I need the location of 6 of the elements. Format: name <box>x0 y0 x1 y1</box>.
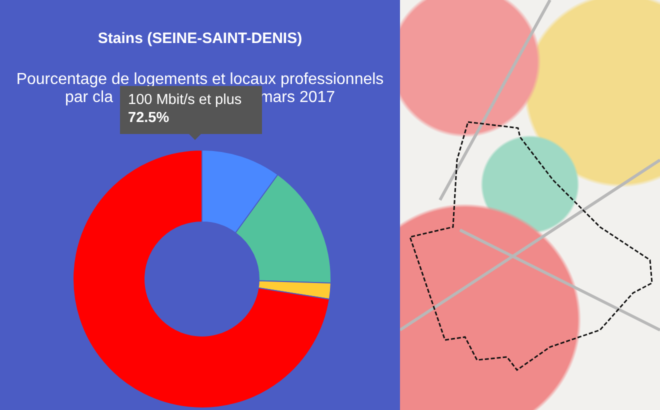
tooltip: 100 Mbit/s et plus 72.5% <box>120 86 262 134</box>
chart-title: Stains (SEINE-SAINT-DENIS) <box>96 30 304 48</box>
slice-label: 100 Mbit/s et plus <box>128 91 243 109</box>
data-label: 72.5% <box>128 109 170 127</box>
chart-subtitle: Pourcentage de logements et locaux professionnels <box>15 71 385 89</box>
text: par cla <box>64 89 113 106</box>
